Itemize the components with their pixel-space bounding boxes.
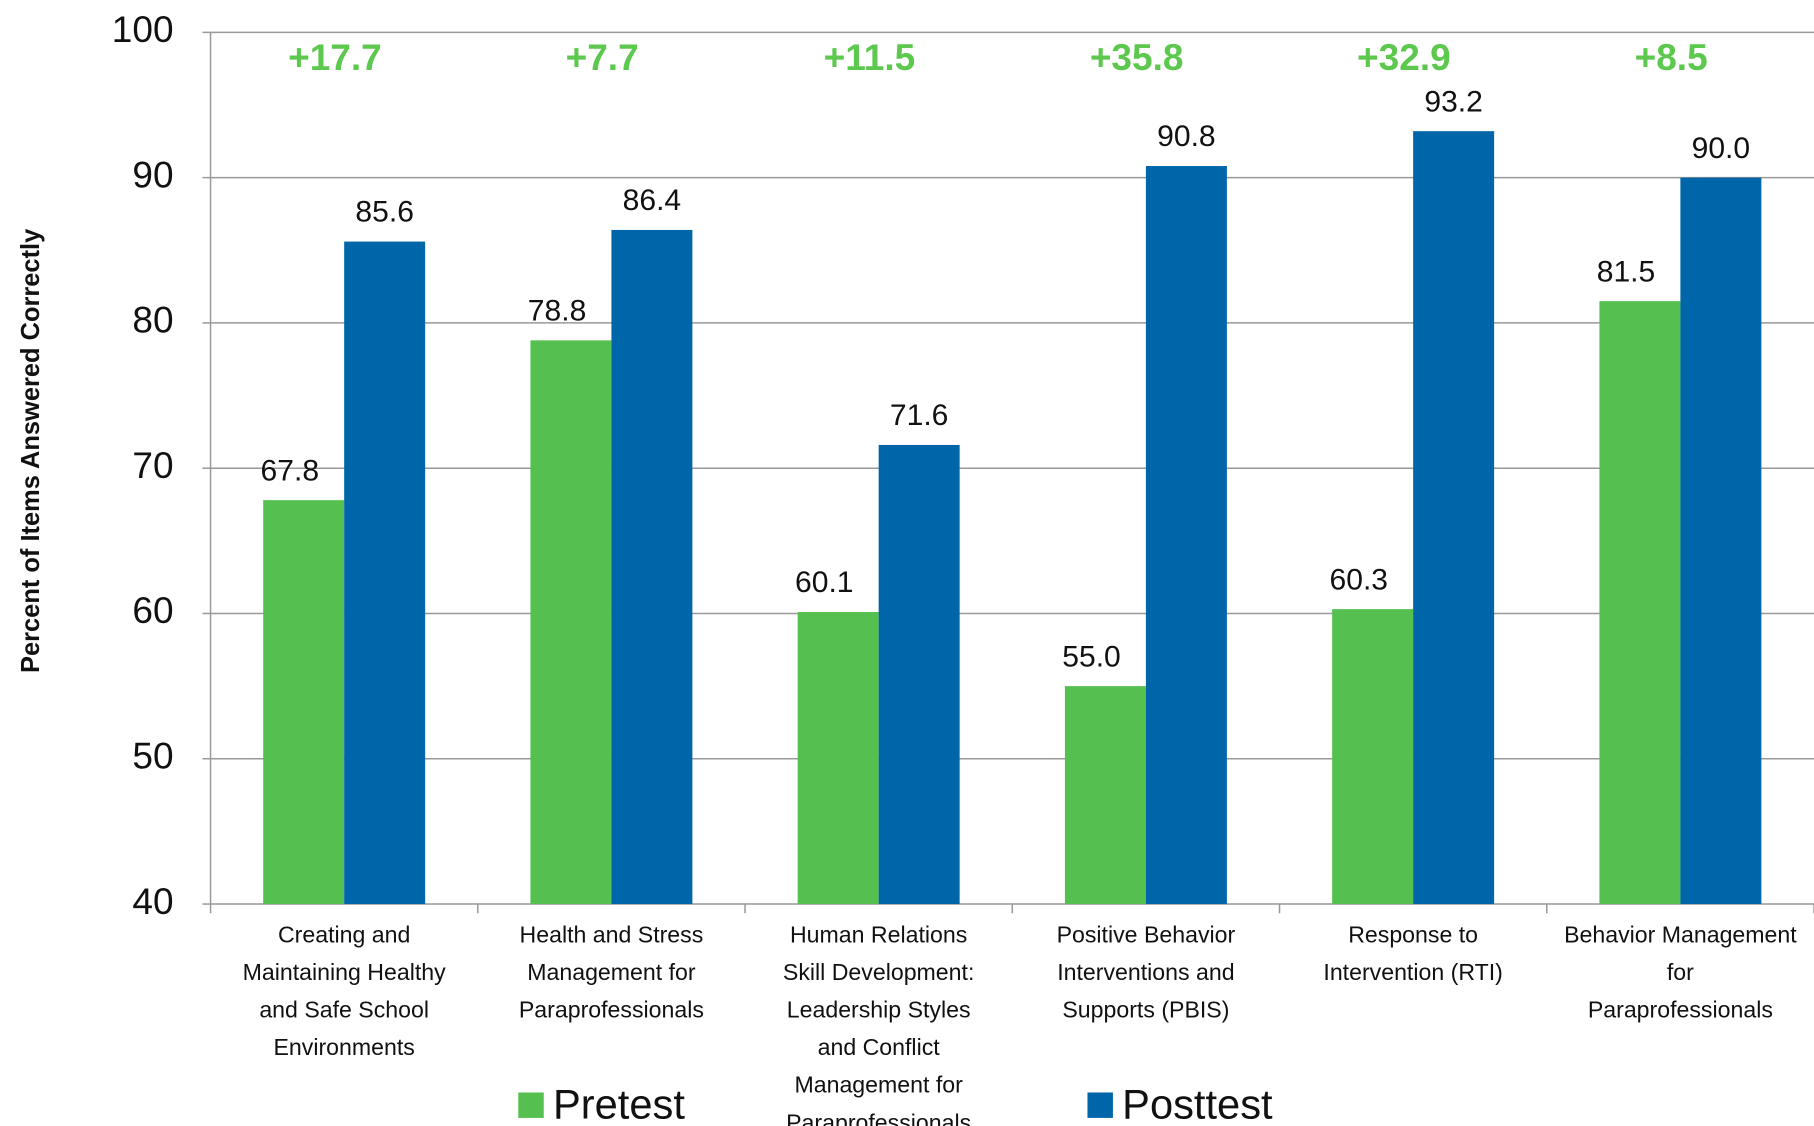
value-label: 71.6 xyxy=(890,399,949,432)
x-tick-label: Behavior Management for Paraprofessionals xyxy=(1564,922,1797,1023)
value-label: 78.8 xyxy=(528,295,587,328)
value-label: 86.4 xyxy=(623,184,682,217)
gain-annotation: +17.7 xyxy=(288,37,382,78)
value-label: 90.0 xyxy=(1692,132,1751,165)
y-tick-label: 60 xyxy=(132,590,173,631)
legend-label: Pretest xyxy=(553,1081,685,1126)
y-tick-label: 70 xyxy=(132,445,173,486)
value-label: 60.1 xyxy=(795,566,854,599)
value-label: 55.0 xyxy=(1062,640,1121,673)
bar xyxy=(1332,609,1414,905)
y-axis-title: Percent of Items Answered Correctly xyxy=(17,228,45,673)
bar xyxy=(878,444,960,905)
gain-annotation: +7.7 xyxy=(566,37,639,78)
legend-swatch xyxy=(518,1092,544,1118)
gain-annotation: +35.8 xyxy=(1090,37,1184,78)
bar xyxy=(1599,301,1681,905)
bar xyxy=(1680,177,1762,905)
value-label: 81.5 xyxy=(1597,255,1656,288)
value-label: 85.6 xyxy=(355,196,414,229)
value-label: 93.2 xyxy=(1424,85,1483,118)
x-tick-label: Response to Intervention (RTI) xyxy=(1323,922,1502,986)
bar xyxy=(1413,131,1495,905)
bar xyxy=(611,229,693,905)
legend-label: Posttest xyxy=(1122,1081,1273,1126)
bar xyxy=(1064,686,1146,905)
x-tick-label: Health and Stress Management for Paraprofe… xyxy=(519,922,704,1023)
bar xyxy=(797,612,879,905)
y-tick-label: 50 xyxy=(132,736,173,777)
legend-swatch xyxy=(1087,1092,1113,1118)
y-tick-label: 100 xyxy=(112,9,174,50)
bar xyxy=(530,340,612,905)
x-tick-label: Creating and Maintaining Healthy and Safe … xyxy=(243,922,446,1061)
gain-annotation: +11.5 xyxy=(824,37,916,78)
gain-annotation: +32.9 xyxy=(1357,37,1451,78)
y-tick-label: 90 xyxy=(132,154,173,195)
bar xyxy=(1145,166,1227,905)
x-tick-label: Positive Behavior Interventions and Suppor… xyxy=(1057,922,1236,1023)
value-label: 90.8 xyxy=(1157,120,1216,153)
value-label: 60.3 xyxy=(1330,563,1389,596)
bar xyxy=(344,241,426,905)
y-tick-label: 40 xyxy=(132,881,173,922)
bar xyxy=(263,500,345,905)
y-tick-label: 80 xyxy=(132,300,173,341)
x-tick-label: Human Relations Skill Development: Leaders… xyxy=(783,922,974,1126)
gain-annotation: +8.5 xyxy=(1635,37,1708,78)
value-label: 67.8 xyxy=(261,454,320,487)
